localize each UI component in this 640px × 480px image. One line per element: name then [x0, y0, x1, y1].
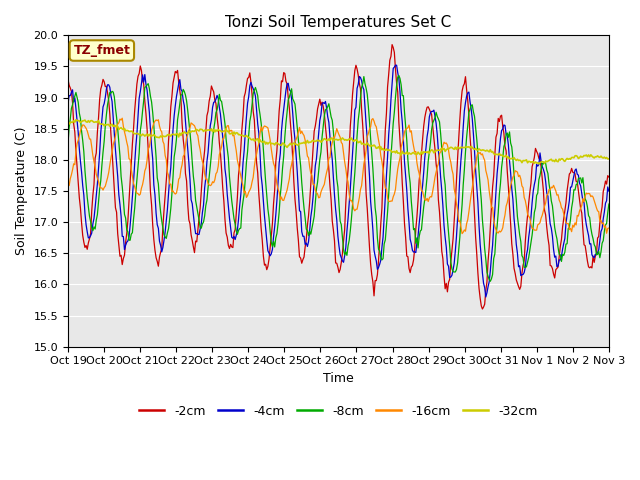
Line: -16cm: -16cm [68, 118, 609, 234]
-16cm [458, 231, 466, 237]
Title: Tonzi Soil Temperatures Set C: Tonzi Soil Temperatures Set C [225, 15, 452, 30]
Line: -8cm: -8cm [68, 75, 609, 281]
-4cm [557, 253, 565, 259]
-16cm [368, 117, 376, 122]
-2cm [463, 87, 470, 93]
-8cm [232, 228, 240, 234]
Text: TZ_fmet: TZ_fmet [74, 44, 131, 57]
-8cm [605, 201, 612, 207]
Line: -2cm: -2cm [68, 45, 609, 309]
-8cm [395, 72, 403, 78]
-16cm [605, 225, 612, 231]
-4cm [392, 62, 399, 68]
-4cm [64, 100, 72, 106]
-32cm [368, 143, 376, 148]
-16cm [464, 217, 472, 223]
-2cm [557, 237, 565, 242]
-32cm [557, 156, 565, 162]
-16cm [394, 166, 401, 172]
Legend: -2cm, -4cm, -8cm, -16cm, -32cm: -2cm, -4cm, -8cm, -16cm, -32cm [134, 400, 543, 423]
-32cm [535, 161, 543, 167]
-16cm [118, 115, 126, 121]
-2cm [292, 209, 300, 215]
-32cm [394, 150, 401, 156]
Line: -32cm: -32cm [68, 120, 609, 164]
-4cm [367, 199, 374, 204]
-4cm [482, 294, 490, 300]
-4cm [463, 93, 470, 99]
-8cm [486, 278, 494, 284]
X-axis label: Time: Time [323, 372, 354, 385]
-8cm [64, 140, 72, 145]
Line: -4cm: -4cm [68, 65, 609, 297]
-8cm [367, 136, 374, 142]
-4cm [232, 232, 240, 238]
-2cm [367, 261, 374, 267]
-32cm [72, 117, 80, 123]
-8cm [292, 112, 300, 118]
-16cm [64, 183, 72, 189]
-16cm [234, 157, 241, 163]
-32cm [234, 130, 241, 136]
-8cm [557, 259, 565, 264]
-4cm [292, 153, 300, 159]
-2cm [605, 174, 612, 180]
-4cm [605, 188, 612, 194]
-2cm [394, 89, 401, 95]
-32cm [605, 156, 612, 162]
-2cm [388, 42, 396, 48]
-8cm [463, 134, 470, 140]
-8cm [393, 83, 401, 88]
-2cm [232, 211, 240, 216]
-32cm [463, 144, 470, 150]
-2cm [479, 306, 486, 312]
-32cm [64, 119, 72, 124]
-16cm [557, 205, 565, 211]
-2cm [64, 77, 72, 83]
-4cm [394, 70, 401, 75]
Y-axis label: Soil Temperature (C): Soil Temperature (C) [15, 127, 28, 255]
-16cm [293, 133, 301, 139]
-32cm [293, 142, 301, 148]
